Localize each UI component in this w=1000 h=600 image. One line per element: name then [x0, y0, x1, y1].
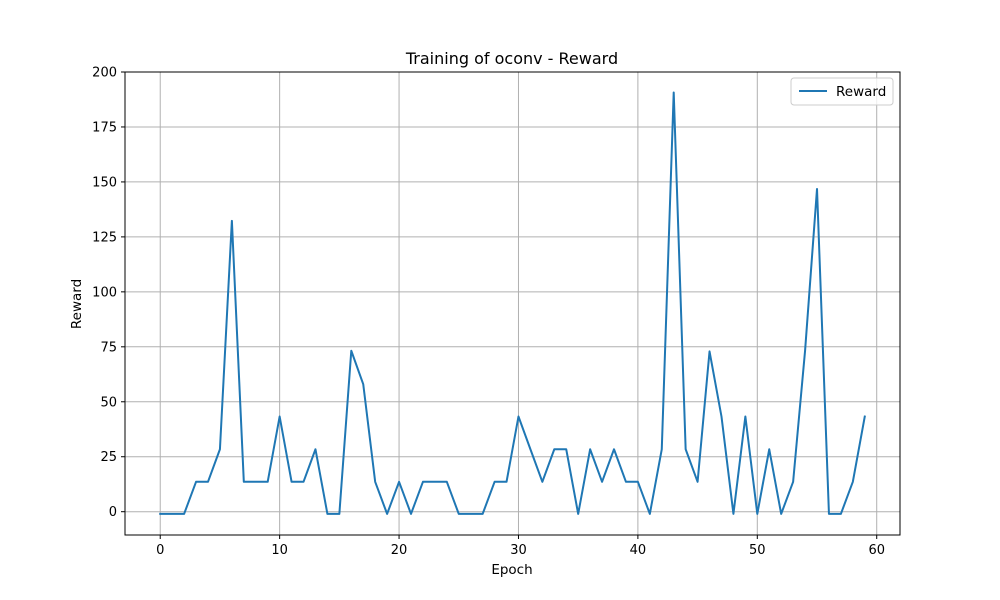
x-axis: 0 10 20 30 40 50 60 — [156, 535, 885, 558]
y-tick-label: 75 — [100, 340, 117, 355]
x-tick-label: 50 — [749, 543, 766, 558]
y-tick-label: 175 — [92, 120, 117, 135]
y-tick-label: 25 — [100, 450, 117, 465]
x-tick-label: 20 — [391, 543, 408, 558]
y-tick-label: 200 — [92, 66, 117, 81]
y-tick-label: 100 — [92, 285, 117, 300]
x-tick-label: 30 — [510, 543, 527, 558]
y-tick-label: 150 — [92, 175, 117, 190]
x-tick-label: 40 — [630, 543, 647, 558]
y-tick-label: 125 — [92, 230, 117, 245]
y-axis-label: Reward — [69, 279, 85, 329]
y-tick-label: 50 — [100, 395, 117, 410]
legend-label-reward: Reward — [836, 84, 886, 100]
x-tick-label: 0 — [156, 543, 164, 558]
x-tick-label: 10 — [271, 543, 288, 558]
y-tick-label: 0 — [109, 505, 117, 520]
series-line-reward — [159, 91, 866, 515]
series-layer — [159, 91, 866, 515]
y-axis: 0 25 50 75 100 125 150 175 200 — [92, 66, 125, 520]
legend-box — [790, 77, 894, 106]
x-axis-label: Epoch — [491, 562, 532, 578]
plot-area-frame — [124, 71, 901, 536]
legend: Reward — [790, 77, 894, 106]
grid — [125, 71, 900, 535]
x-tick-label: 60 — [868, 543, 885, 558]
chart-title: Training of oconv - Reward — [405, 49, 618, 68]
